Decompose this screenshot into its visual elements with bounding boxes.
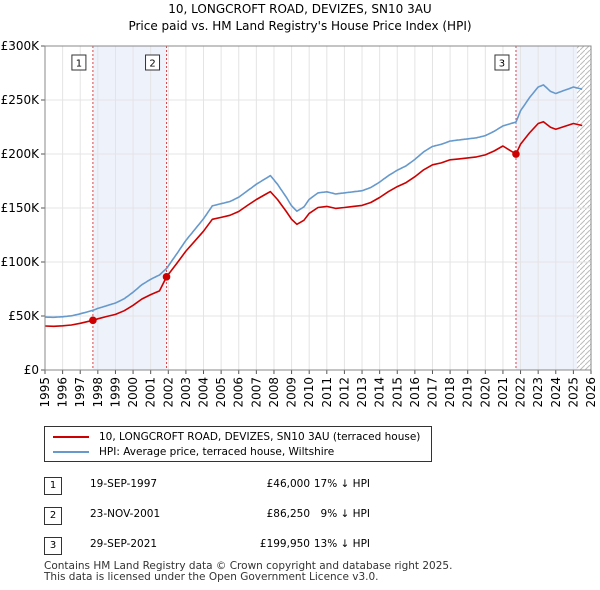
legend-entry-hpi: HPI: Average price, terraced house, Wilt… [53, 445, 334, 459]
x-tick-label: 2022 [514, 377, 528, 408]
legend-label-property: 10, LONGCROFT ROAD, DEVIZES, SN10 3AU (t… [99, 431, 421, 443]
sale-hpi-diff: 13% ↓ HPI [313, 538, 370, 550]
legend-entry-property: 10, LONGCROFT ROAD, DEVIZES, SN10 3AU (t… [53, 430, 420, 444]
x-tick-label: 2021 [496, 377, 510, 408]
x-tick-label: 2011 [320, 377, 334, 408]
x-tick-label: 2017 [425, 377, 439, 408]
x-tick-label: 2012 [337, 377, 351, 408]
sale-number-badge: 2 [44, 507, 62, 525]
x-tick-label: 2020 [478, 377, 492, 408]
x-tick-label: 1999 [108, 377, 122, 408]
sale-number-badge: 1 [44, 477, 62, 495]
chart-subtitle: Price paid vs. HM Land Registry's House … [128, 19, 471, 33]
x-tick-label: 2018 [443, 377, 457, 408]
sale-date: 23-NOV-2001 [90, 508, 161, 520]
table-row: 1 19-SEP-1997 £46,000 17% ↓ HPI [44, 474, 584, 504]
sale-hpi-diff: 9% ↓ HPI [320, 508, 370, 520]
x-tick-label: 1998 [91, 377, 105, 408]
x-tick-label: 2008 [267, 377, 281, 408]
sale-marker-label: 3 [499, 59, 505, 70]
y-tick-label: £0 [24, 363, 39, 377]
x-tick-label: 2013 [355, 377, 369, 408]
sale-marker-badge [71, 54, 87, 71]
sale-point [162, 273, 171, 281]
sale-date: 29-SEP-2021 [90, 538, 158, 550]
y-tick-label: £200K [1, 147, 41, 161]
x-tick-label: 2009 [285, 377, 299, 408]
footer-line-1: Contains HM Land Registry data © Crown c… [44, 560, 453, 572]
x-tick-label: 2026 [584, 377, 598, 408]
sale-marker-label: 2 [149, 59, 155, 70]
chart-legend: 10, LONGCROFT ROAD, DEVIZES, SN10 3AU (t… [44, 426, 432, 462]
x-tick-label: 2024 [549, 377, 563, 408]
x-tick-label: 2002 [161, 377, 175, 408]
y-tick-label: £300K [1, 39, 41, 53]
sale-marker-badge [494, 54, 510, 71]
legend-label-hpi: HPI: Average price, terraced house, Wilt… [99, 446, 335, 458]
y-tick-label: £250K [1, 93, 41, 107]
sale-price: £199,950 [259, 538, 310, 550]
x-tick-label: 2006 [232, 377, 246, 408]
table-row: 2 23-NOV-2001 £86,250 9% ↓ HPI [44, 504, 584, 534]
x-tick-label: 1996 [56, 377, 70, 408]
x-tick-label: 2016 [408, 377, 422, 408]
chart-title: 10, LONGCROFT ROAD, DEVIZES, SN10 3AU [168, 2, 431, 16]
table-row: 3 29-SEP-2021 £199,950 13% ↓ HPI [44, 534, 584, 564]
x-tick-label: 2015 [390, 377, 404, 408]
y-tick-label: £50K [8, 309, 40, 323]
x-tick-label: 2019 [461, 377, 475, 408]
sale-marker-label: 1 [76, 59, 82, 70]
price-chart: 10, LONGCROFT ROAD, DEVIZES, SN10 3AU Pr… [1, 2, 598, 408]
x-tick-label: 2005 [214, 377, 228, 408]
sale-point [512, 150, 520, 158]
x-tick-label: 1997 [73, 377, 87, 408]
legend-swatch-hpi [53, 451, 89, 453]
sale-date: 19-SEP-1997 [90, 478, 158, 490]
x-tick-label: 2000 [126, 377, 140, 408]
x-tick-label: 2014 [373, 377, 387, 408]
y-tick-label: £150K [1, 201, 41, 215]
x-tick-label: 2023 [531, 377, 545, 408]
x-tick-label: 2007 [249, 377, 263, 408]
x-tick-label: 2010 [302, 377, 316, 408]
y-tick-label: £100K [1, 255, 41, 269]
x-tick-label: 2003 [179, 377, 193, 408]
x-tick-label: 2025 [566, 377, 580, 408]
sale-hpi-diff: 17% ↓ HPI [313, 478, 370, 490]
sales-table: 1 19-SEP-1997 £46,000 17% ↓ HPI 2 23-NOV… [44, 474, 584, 564]
footer-line-2: This data is licensed under the Open Gov… [44, 571, 379, 583]
footer-attribution: Contains HM Land Registry data © Crown c… [44, 561, 584, 583]
sale-number-badge: 3 [44, 537, 62, 555]
property-series-line [44, 120, 583, 328]
sale-price: £46,000 [266, 478, 310, 490]
legend-swatch-property [53, 436, 89, 438]
sale-price: £86,250 [266, 508, 310, 520]
hpi-series-line [45, 84, 583, 319]
sale-point [89, 316, 97, 325]
x-tick-label: 1995 [38, 377, 52, 408]
x-tick-label: 2001 [144, 377, 158, 408]
sale-marker-badge [145, 54, 161, 71]
plot-frame [44, 45, 592, 371]
x-tick-label: 2004 [197, 377, 211, 408]
